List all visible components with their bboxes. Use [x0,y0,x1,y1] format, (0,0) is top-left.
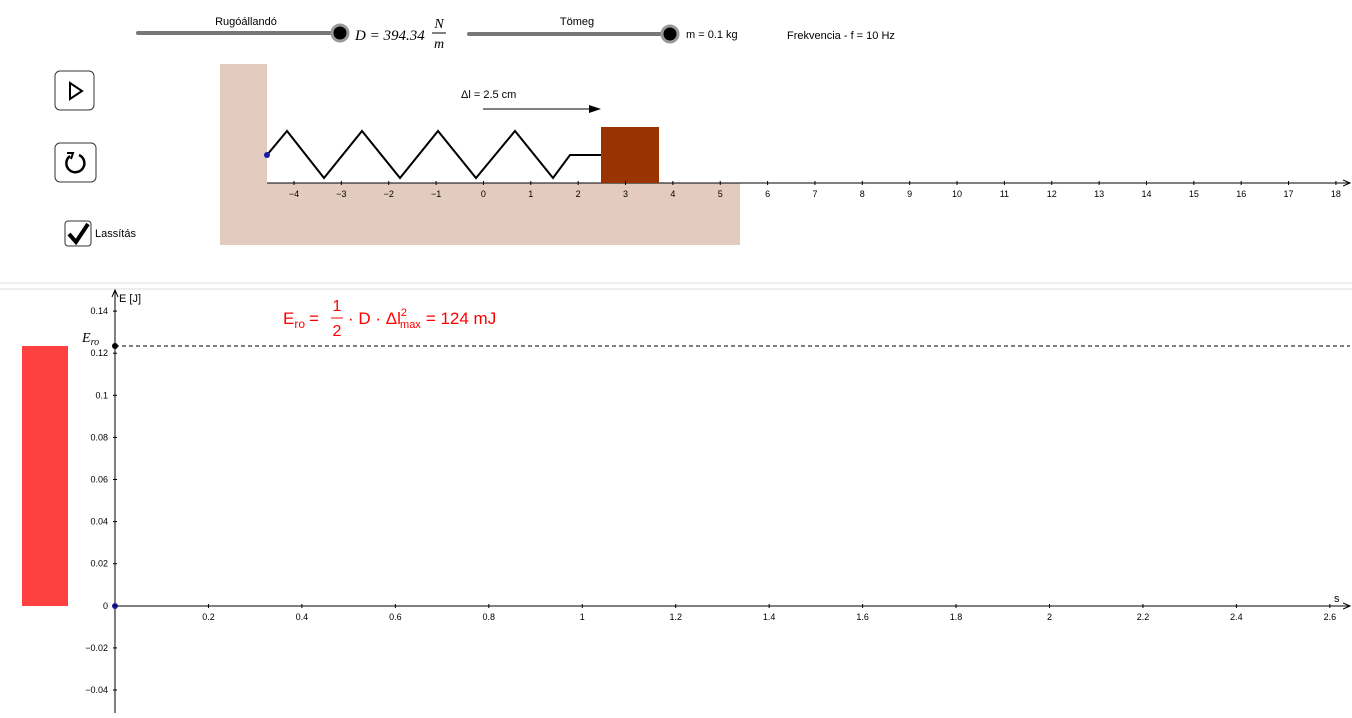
formula-den: 2 [333,323,342,340]
formula-sup: 2 [401,307,407,319]
formula-mid: · D · Δl [348,309,401,328]
checkbox-label[interactable]: Lassítás [95,228,136,240]
ruler-tick-label: 11 [1000,189,1009,199]
formula-subscript: max [400,319,421,331]
ruler-tick-label: 0 [481,189,486,199]
frequency-text: Frekvencia - f = 10 Hz [787,30,895,42]
x-tick-label: 0.6 [389,612,402,622]
spring [266,129,601,180]
anchor-point [264,152,270,158]
ruler-tick-label: 6 [765,189,770,199]
ruler-tick-label: 9 [907,189,912,199]
ruler-tick-label: −1 [431,189,441,199]
ruler-tick-label: 4 [670,189,675,199]
x-tick-label: 1.8 [950,612,963,622]
energy-point [112,343,118,349]
x-tick-label: 1 [580,612,585,622]
ruler-ticks: −4 −3 −2 −1 0 1 2 3 4 5 6 7 8 9 10 11 12 13 14 15 16 17 18 [289,181,1341,199]
ruler-tick-label: −4 [289,189,299,199]
ruler-tick-label: 18 [1331,189,1341,199]
point-label: Ero [81,331,99,348]
y-axis-label: E [J] [119,293,141,305]
slider-value: D = 394.34 [354,28,425,44]
slider-knob[interactable] [330,23,350,43]
checkmark [67,222,90,246]
x-tick-label: 2.6 [1324,612,1337,622]
x-tick-label: 1.6 [856,612,869,622]
x-tick-label: 0.4 [296,612,309,622]
point-label-main: E [81,331,91,346]
y-tick-label: 0 [103,601,108,611]
ruler-tick-label: 7 [812,189,817,199]
formula-lhs: Ero = [283,309,319,331]
ruler-tick-label: 17 [1284,189,1294,199]
reset-icon [65,153,86,174]
formula-body: · D · Δl2 max = 124 mJ [348,307,496,331]
y-tick-label: 0.04 [90,517,108,527]
y-tick-label: 0.08 [90,432,108,442]
y-tick-label: 0.1 [95,390,108,400]
x-axis-label: s [1334,593,1340,605]
y-tick-label: −0.02 [85,643,108,653]
reset-icon [67,152,75,160]
formula-eq: = [309,309,319,328]
ruler-tick-label: 1 [528,189,533,199]
x-tick-label: 1.4 [763,612,776,622]
displacement-text: Δl = 2.5 cm [461,89,516,101]
slider-knob[interactable] [660,24,680,44]
ruler-tick-label: 13 [1094,189,1104,199]
ruler-tick-label: −2 [384,189,394,199]
slider-value: m = 0.1 kg [686,29,738,41]
ruler-tick-label: 14 [1141,189,1151,199]
ruler-tick-label: −3 [336,189,346,199]
point-label-sub: ro [91,337,100,348]
play-button[interactable] [54,70,95,111]
formula-num: 1 [333,298,342,315]
x-tick-label: 0.2 [202,612,215,622]
ruler-tick-label: 12 [1047,189,1057,199]
x-tick-label: 2.4 [1230,612,1243,622]
ruler-tick-label: 15 [1189,189,1199,199]
ruler-tick-label: 3 [623,189,628,199]
unit-num: N [433,17,444,32]
ruler-tick-label: 2 [576,189,581,199]
y-tick-label: 0.14 [90,306,108,316]
slider-label: Rugóállandó [215,16,277,28]
x-tick-label: 0.8 [483,612,496,622]
ruler-tick-label: 16 [1236,189,1246,199]
y-tick-label: 0.02 [90,559,108,569]
y-tick-label: 0.12 [90,348,108,358]
floor [220,183,740,245]
energy-bar [22,346,68,606]
ruler-tick-label: 8 [860,189,865,199]
reset-button[interactable] [54,142,97,183]
ruler-tick-label: 10 [952,189,962,199]
y-tick-label: 0.06 [90,475,108,485]
play-icon [69,81,84,101]
x-tick-label: 2.2 [1137,612,1150,622]
unit-den: m [434,37,444,52]
formula-sub: ro [294,317,305,331]
x-tick-label: 2 [1047,612,1052,622]
formula-e: E [283,309,294,328]
ruler-tick-label: 5 [718,189,723,199]
slider-label: Tömeg [560,16,594,28]
y-tick-label: −0.04 [85,685,108,695]
mass-block [601,127,659,183]
energy-formula: Ero = 1 2 · D · Δl2 max = 124 mJ [283,298,496,340]
formula-rhs: = 124 mJ [426,309,496,328]
x-tick-label: 1.2 [669,612,682,622]
